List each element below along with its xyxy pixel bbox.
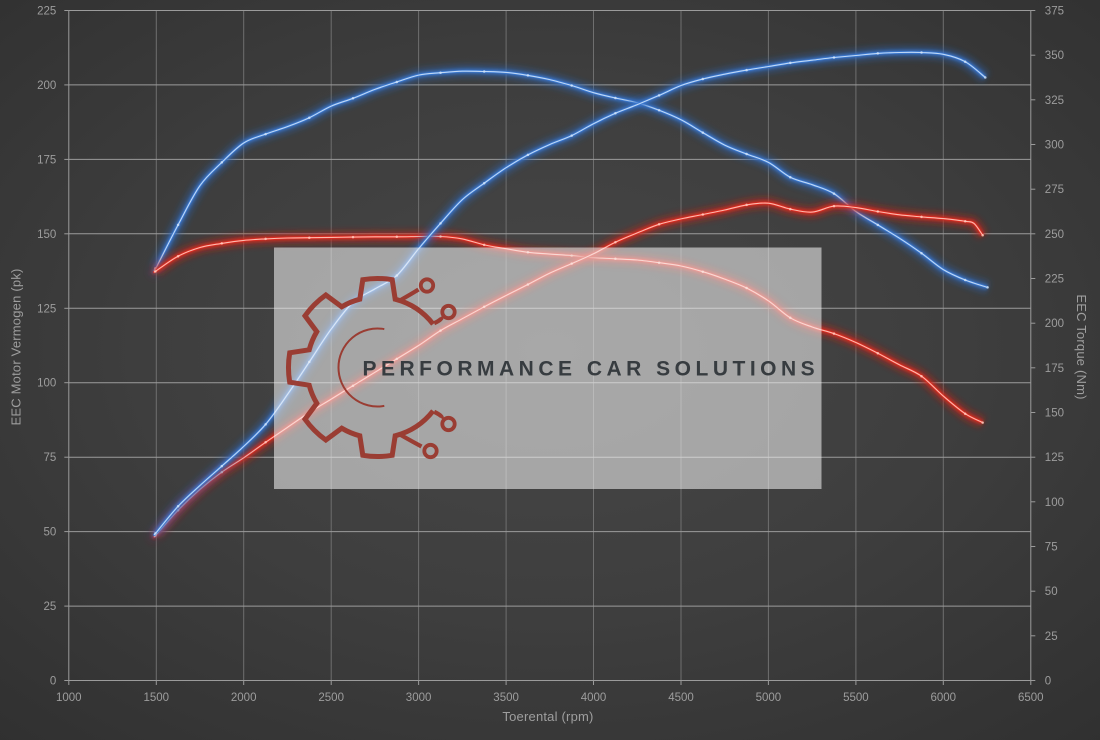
svg-text:225: 225 [37,6,56,18]
svg-text:4000: 4000 [581,692,607,704]
svg-text:EEC Motor Vermogen (pk): EEC Motor Vermogen (pk) [9,268,24,425]
svg-text:225: 225 [1045,274,1064,286]
svg-text:100: 100 [1045,497,1064,509]
svg-text:6500: 6500 [1018,692,1044,704]
svg-text:250: 250 [1045,229,1064,241]
svg-text:2000: 2000 [231,692,257,704]
svg-text:375: 375 [1045,6,1064,18]
svg-text:50: 50 [1045,586,1058,598]
svg-text:25: 25 [1045,631,1058,643]
svg-text:2500: 2500 [318,692,344,704]
svg-text:1500: 1500 [144,692,170,704]
svg-text:0: 0 [1045,676,1051,688]
svg-text:1000: 1000 [56,692,82,704]
svg-text:3500: 3500 [493,692,519,704]
svg-text:25: 25 [44,601,57,613]
svg-text:200: 200 [1045,318,1064,330]
svg-text:3000: 3000 [406,692,432,704]
svg-text:100: 100 [37,378,56,390]
svg-text:350: 350 [1045,50,1064,62]
svg-text:4500: 4500 [668,692,694,704]
svg-text:275: 275 [1045,184,1064,196]
svg-text:125: 125 [1045,452,1064,464]
svg-text:175: 175 [37,154,56,166]
svg-text:Toerental (rpm): Toerental (rpm) [502,709,593,724]
svg-text:150: 150 [1045,408,1064,420]
svg-text:PERFORMANCE CAR SOLUTIONS: PERFORMANCE CAR SOLUTIONS [363,358,820,381]
svg-text:300: 300 [1045,140,1064,152]
svg-text:50: 50 [44,527,57,539]
svg-text:5000: 5000 [756,692,782,704]
svg-text:175: 175 [1045,363,1064,375]
svg-text:150: 150 [37,229,56,241]
svg-text:0: 0 [50,676,56,688]
svg-text:75: 75 [1045,542,1058,554]
svg-text:5500: 5500 [843,692,869,704]
svg-text:125: 125 [37,303,56,315]
svg-text:325: 325 [1045,95,1064,107]
svg-text:200: 200 [37,80,56,92]
svg-text:6000: 6000 [931,692,957,704]
svg-text:EEC Torque (Nm): EEC Torque (Nm) [1074,294,1089,399]
svg-text:75: 75 [44,452,57,464]
